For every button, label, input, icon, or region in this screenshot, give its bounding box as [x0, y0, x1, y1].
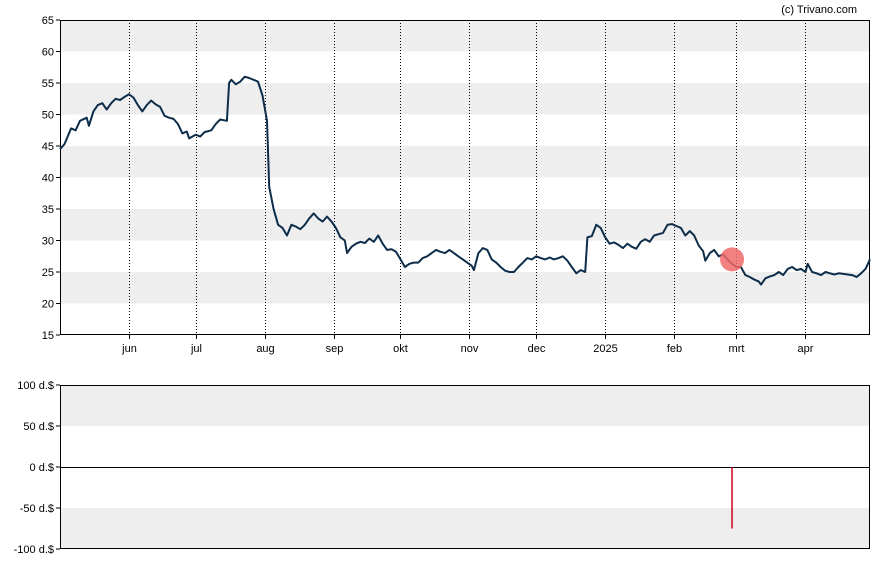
x-tick-label: aug	[256, 343, 274, 355]
x-tick-label: 2025	[593, 343, 617, 355]
y-tick-label: 15	[42, 330, 54, 342]
plot-frame	[60, 20, 870, 335]
x-tick-label: dec	[528, 343, 546, 355]
y-tick-label: 50 d.$	[23, 421, 54, 433]
x-tick-label: mrt	[729, 343, 745, 355]
x-tick-label: okt	[393, 343, 408, 355]
plot-frame	[60, 385, 870, 549]
x-tick-label: apr	[798, 343, 814, 355]
y-tick-label: 65	[42, 15, 54, 27]
y-tick-label: 100 d.$	[17, 380, 54, 392]
x-tick-label: jul	[190, 343, 202, 355]
grid-band	[60, 146, 870, 178]
grid-band	[60, 83, 870, 115]
y-tick-label: 55	[42, 78, 54, 90]
y-tick-label: 25	[42, 267, 54, 279]
y-tick-label: 20	[42, 299, 54, 311]
y-tick-label: 60	[42, 47, 54, 59]
y-tick-label: 0 d.$	[30, 462, 54, 474]
y-tick-label: -100 d.$	[14, 544, 54, 556]
x-tick-label: nov	[461, 343, 479, 355]
grid-band	[60, 508, 870, 549]
x-tick-label: feb	[667, 343, 682, 355]
y-tick-label: 35	[42, 204, 54, 216]
x-tick-label: sep	[326, 343, 344, 355]
grid-band	[60, 385, 870, 426]
event-marker	[720, 247, 745, 272]
grid-band	[60, 20, 870, 52]
y-tick-label: 30	[42, 236, 54, 248]
y-tick-label: -50 d.$	[20, 503, 54, 515]
y-tick-label: 50	[42, 110, 54, 122]
credit-text: (c) Trivano.com	[781, 4, 857, 16]
dividend-chart: 100 d.$ 50 d.$ 0 d.$ -50 d.$ -100 d.$	[14, 380, 870, 556]
y-tick-label: 45	[42, 141, 54, 153]
grid-band	[60, 272, 870, 304]
grid-band	[60, 209, 870, 241]
y-tick-label: 40	[42, 173, 54, 185]
x-tick-label: jun	[121, 343, 137, 355]
